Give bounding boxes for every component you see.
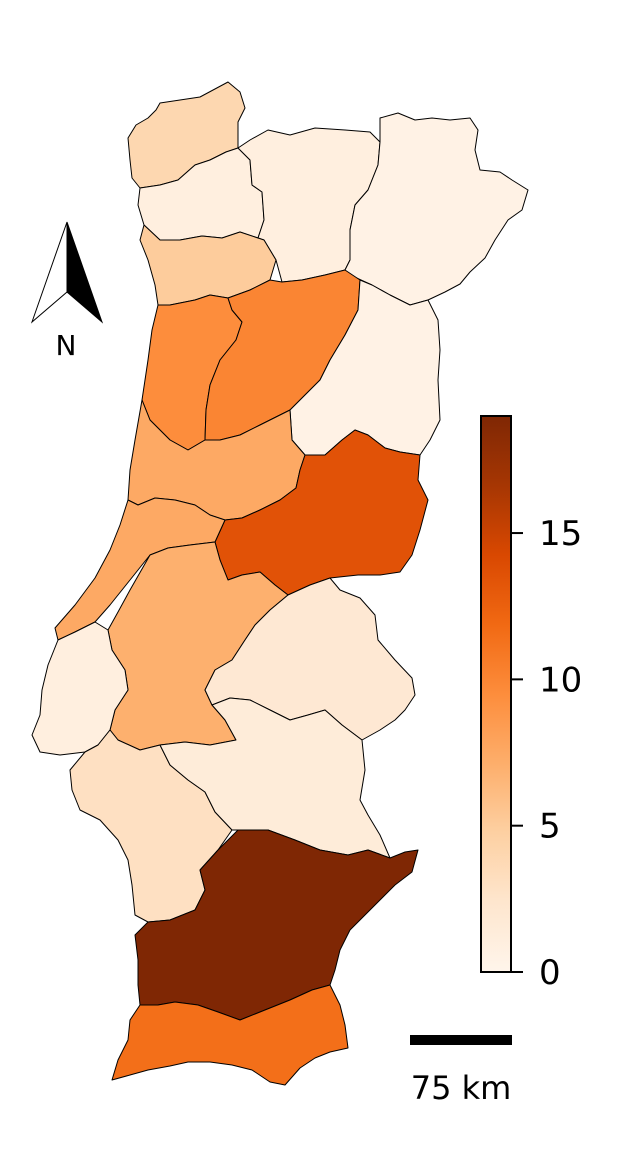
colorbar-tick-label-15: 15 <box>539 514 582 554</box>
north-label: N <box>56 329 77 362</box>
district-braganca[interactable] <box>344 112 529 306</box>
colorbar: 0 5 10 15 <box>480 415 582 993</box>
colorbar-tick-label-10: 10 <box>539 660 582 700</box>
district-layer <box>31 81 529 1086</box>
colorbar-ticks: 0 5 10 15 <box>511 514 582 993</box>
scale-bar: 75 km <box>410 1035 512 1107</box>
north-arrow-left-half-icon <box>30 221 68 324</box>
colorbar-tick-label-5: 5 <box>539 807 561 847</box>
district-evora[interactable] <box>159 697 391 859</box>
scale-bar-line <box>410 1035 512 1045</box>
scale-bar-label: 75 km <box>411 1069 512 1107</box>
north-arrow: N <box>30 221 104 362</box>
colorbar-tick-label-0: 0 <box>539 953 561 993</box>
district-leiria[interactable] <box>54 497 226 641</box>
north-arrow-right-half-icon <box>66 221 104 324</box>
colorbar-gradient <box>480 415 512 973</box>
district-faro[interactable] <box>111 984 349 1086</box>
